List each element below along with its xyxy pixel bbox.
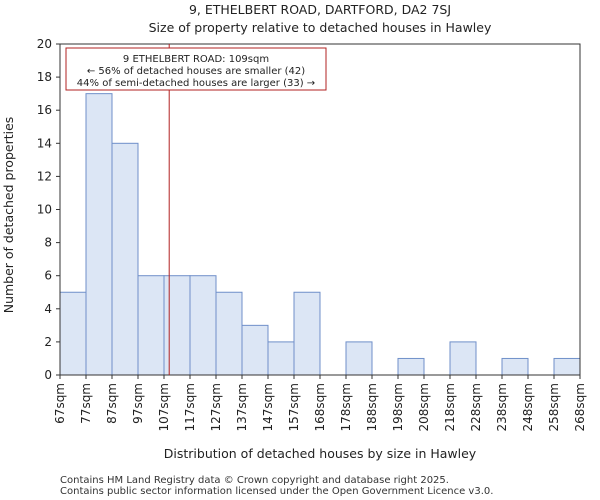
y-axis-label: Number of detached properties — [1, 117, 16, 314]
bar-67sqm — [59, 291, 87, 376]
bar-87sqm — [111, 142, 139, 376]
y-tick-label: 2 — [44, 335, 52, 349]
x-tick-label: 137sqm — [235, 383, 249, 431]
x-tick-label: 198sqm — [391, 383, 405, 431]
x-tick-label: 67sqm — [53, 383, 67, 424]
x-tick-label: 157sqm — [287, 383, 301, 431]
annotation-line-2: ← 56% of detached houses are smaller (42… — [87, 66, 305, 77]
x-tick-label: 268sqm — [573, 383, 587, 431]
x-tick-label: 228sqm — [469, 383, 483, 431]
bars-group — [59, 93, 581, 376]
bar-157sqm — [293, 291, 321, 376]
x-tick-label: 97sqm — [131, 383, 145, 424]
x-axis-label: Distribution of detached houses by size … — [164, 446, 477, 461]
x-tick-label: 147sqm — [261, 383, 275, 431]
plot-frame — [59, 43, 581, 376]
bar-218sqm — [449, 341, 477, 376]
y-tick-label: 4 — [44, 302, 52, 316]
bar-198sqm — [397, 357, 425, 376]
bar-117sqm — [189, 275, 217, 376]
bar-178sqm — [345, 341, 373, 376]
x-tick-label: 117sqm — [183, 383, 197, 431]
x-ticks-group: 67sqm 77sqm 87sqm 97sqm 107sqm 117sqm 127sqm 13… — [53, 375, 587, 431]
x-tick-label: 188sqm — [365, 383, 379, 431]
footer-line-1: Contains HM Land Registry data © Crown c… — [60, 475, 449, 486]
chart-title: 9, ETHELBERT ROAD, DARTFORD, DA2 7SJ — [189, 2, 451, 17]
annotation-box: 9 ETHELBERT ROAD: 109sqm ← 56% of detach… — [65, 47, 327, 91]
y-tick-label: 6 — [44, 269, 52, 283]
x-tick-label: 107sqm — [157, 383, 171, 431]
footer-line-2: Contains public sector information licen… — [60, 486, 493, 497]
bar-238sqm — [501, 357, 529, 376]
x-tick-label: 87sqm — [105, 383, 119, 424]
bar-77sqm — [85, 93, 113, 376]
y-tick-label: 8 — [44, 236, 52, 250]
y-tick-label: 0 — [44, 368, 52, 382]
x-tick-label: 77sqm — [79, 383, 93, 424]
x-tick-label: 127sqm — [209, 383, 223, 431]
bar-137sqm — [241, 324, 269, 376]
x-tick-label: 218sqm — [443, 383, 457, 431]
annotation-line-3: 44% of semi-detached houses are larger (… — [77, 78, 315, 89]
y-tick-label: 20 — [37, 37, 52, 51]
annotation-frame — [65, 47, 327, 91]
x-tick-label: 258sqm — [547, 383, 561, 431]
bar-258sqm — [553, 357, 581, 376]
x-tick-label: 178sqm — [339, 383, 353, 431]
y-tick-label: 18 — [37, 70, 52, 84]
bar-107sqm — [163, 275, 191, 376]
y-tick-label: 16 — [37, 103, 52, 117]
x-tick-label: 238sqm — [495, 383, 509, 431]
x-tick-label: 208sqm — [417, 383, 431, 431]
bar-147sqm — [267, 341, 295, 376]
annotation-line-1: 9 ETHELBERT ROAD: 109sqm — [123, 54, 269, 65]
chart-subtitle: Size of property relative to detached ho… — [149, 20, 492, 35]
y-tick-label: 12 — [37, 169, 52, 183]
x-tick-label: 248sqm — [521, 383, 535, 431]
y-ticks-group: 0 2 4 6 8 10 12 14 16 18 20 — [37, 37, 60, 382]
y-tick-label: 14 — [37, 136, 52, 150]
bar-127sqm — [215, 291, 243, 376]
y-tick-label: 10 — [37, 203, 52, 217]
x-tick-label: 168sqm — [313, 383, 327, 431]
bar-97sqm — [137, 275, 165, 376]
